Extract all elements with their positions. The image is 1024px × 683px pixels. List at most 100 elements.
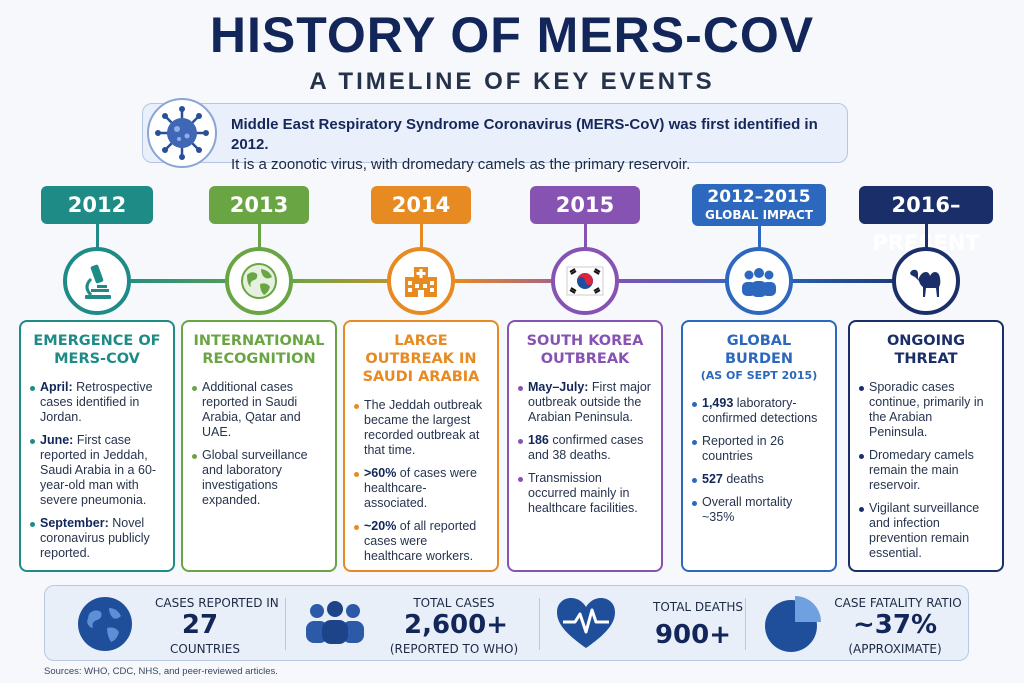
bullet-item: April: Retrospective cases identified in… — [29, 380, 165, 425]
year-label: 2016–PRESENT — [859, 186, 993, 255]
year-text: 2015 — [555, 193, 615, 217]
intro-box: Middle East Respiratory Syndrome Coronav… — [142, 98, 848, 173]
bullet-item: Additional cases reported in Saudi Arabi… — [191, 380, 327, 440]
bullet-text: Novel coronavirus publicly reported. — [40, 516, 150, 560]
bullet-lead: April: — [40, 380, 73, 394]
stat-fatality-ratio: CASE FATALITY RATIO ~37% (APPROXIMATE) — [749, 586, 969, 662]
bullet-item: Reported in 26 countries — [691, 434, 827, 464]
bullet-text: confirmed cases and 38 deaths. — [528, 433, 644, 462]
bullet-text: Retrospective cases identified in Jordan… — [40, 380, 153, 424]
bullet-item: Dromedary camels remain the main reservo… — [858, 448, 994, 493]
stat-foot: COUNTRIES — [170, 642, 240, 656]
bullet-lead: May–July: — [528, 380, 589, 394]
stat-divider — [745, 598, 746, 650]
card-title: GLOBAL BURDEN (AS OF SEPT 2015) — [691, 332, 827, 384]
stat-divider — [539, 598, 540, 650]
page-subtitle: A TIMELINE OF KEY EVENTS — [309, 68, 715, 95]
camel-icon — [892, 247, 960, 315]
bullet-text: Vigilant surveillance and infection prev… — [869, 501, 980, 560]
card-title-text: LARGE OUTBREAK IN SAUDI ARABIA — [362, 333, 480, 385]
timeline-card: EMERGENCE OF MERS-COV April: Retrospectiv… — [19, 320, 175, 572]
bullet-lead: 186 — [528, 433, 549, 447]
south-korea-flag-icon — [551, 247, 619, 315]
globe-icon — [225, 247, 293, 315]
year-label: 2015 — [530, 186, 640, 224]
card-title: ONGOING THREAT — [858, 332, 994, 368]
stat-value: ~37% — [852, 610, 938, 640]
bullet-text: First major outbreak outside the Arabian… — [528, 380, 651, 424]
bullet-text: Overall mortality ~35% — [702, 495, 793, 524]
people-group-icon — [303, 598, 367, 651]
card-title-text: EMERGENCE OF MERS-COV — [33, 333, 161, 367]
card-title-text: GLOBAL BURDEN — [724, 333, 794, 367]
timeline-line — [110, 279, 930, 283]
bullet-item: ~20% of all reported cases were healthca… — [353, 519, 489, 564]
card-bullets: 1,493 laboratory-confirmed detections Rep… — [691, 396, 827, 525]
bullet-item: The Jeddah outbreak became the largest r… — [353, 398, 489, 458]
year-label: 2013 — [209, 186, 309, 224]
bullet-item: Overall mortality ~35% — [691, 495, 827, 525]
stat-label: TOTAL DEATHS — [653, 600, 743, 614]
bullet-lead: 527 — [702, 472, 723, 486]
card-title: SOUTH KOREA OUTBREAK — [517, 332, 653, 368]
bullet-item: 186 confirmed cases and 38 deaths. — [517, 433, 653, 463]
globe-icon — [75, 594, 135, 659]
bullet-item: Transmission occurred mainly in healthca… — [517, 471, 653, 516]
year-label: 2014 — [371, 186, 471, 224]
stat-foot: (REPORTED TO WHO) — [389, 642, 519, 656]
bullet-item: Vigilant surveillance and infection prev… — [858, 501, 994, 561]
year-label: 2012–2015 GLOBAL IMPACT — [692, 184, 826, 226]
heart-pulse-icon — [555, 596, 617, 657]
bullet-item: May–July: First major outbreak outside t… — [517, 380, 653, 425]
bullet-text: of all reported cases were healthcare wo… — [364, 519, 477, 563]
stat-label: CASE FATALITY RATIO — [834, 596, 962, 610]
pie-chart-icon — [763, 594, 823, 659]
bullet-text: Dromedary camels remain the main reservo… — [869, 448, 974, 492]
card-bullets: May–July: First major outbreak outside t… — [517, 380, 653, 516]
year-text: 2013 — [229, 193, 289, 217]
microscope-icon — [63, 247, 131, 315]
people-group-icon — [725, 247, 793, 315]
card-title: LARGE OUTBREAK IN SAUDI ARABIA — [353, 332, 489, 386]
bullet-item: 527 deaths — [691, 472, 827, 487]
bullet-item: June: First case reported in Jeddah, Sau… — [29, 433, 165, 508]
timeline-stem — [257, 224, 261, 248]
stat-value: 27 — [181, 610, 219, 640]
card-title-text: SOUTH KOREA OUTBREAK — [526, 333, 644, 367]
stat-label: TOTAL CASES — [413, 596, 495, 610]
stat-total-deaths: TOTAL DEATHS 900+ — [543, 586, 743, 662]
intro-text: Middle East Respiratory Syndrome Coronav… — [231, 115, 841, 175]
bullet-text: laboratory-confirmed detections — [702, 396, 818, 425]
bullet-text: Reported in 26 countries — [702, 434, 785, 463]
timeline-stem — [757, 226, 761, 250]
timeline-card: ONGOING THREAT Sporadic cases continue, p… — [848, 320, 1004, 572]
card-bullets: The Jeddah outbreak became the largest r… — [353, 398, 489, 564]
timeline-card: INTERNATIONAL RECOGNITION Additional case… — [181, 320, 337, 572]
timeline-stem — [95, 224, 99, 248]
stat-label: CASES REPORTED IN — [155, 596, 279, 610]
page-title: HISTORY OF MERS-COV — [209, 7, 815, 63]
bullet-text: First case reported in Jeddah, Saudi Ara… — [40, 433, 157, 507]
bullet-text: Transmission occurred mainly in healthca… — [528, 471, 638, 515]
stat-divider — [285, 598, 286, 650]
year-subtext: GLOBAL IMPACT — [705, 208, 813, 222]
timeline-stem — [419, 224, 423, 248]
stat-total-cases: TOTAL CASES 2,600+ (REPORTED TO WHO) — [289, 586, 535, 662]
bullet-text: Sporadic cases continue, primarily in th… — [869, 380, 984, 439]
stat-value: 2,600+ — [403, 610, 509, 640]
timeline-card: LARGE OUTBREAK IN SAUDI ARABIA The Jeddah… — [343, 320, 499, 572]
bullet-lead: >60% — [364, 466, 397, 480]
stats-bar: CASES REPORTED IN 27 COUNTRIES TOTAL CAS… — [44, 585, 969, 661]
card-title-subtext: (AS OF SEPT 2015) — [700, 369, 818, 382]
bullet-text: deaths — [722, 472, 764, 486]
stat-countries: CASES REPORTED IN 27 COUNTRIES — [45, 586, 281, 662]
timeline-card: SOUTH KOREA OUTBREAK May–July: First majo… — [507, 320, 663, 572]
stat-foot: (APPROXIMATE) — [848, 642, 942, 656]
bullet-item: 1,493 laboratory-confirmed detections — [691, 396, 827, 426]
bullet-lead: ~20% — [364, 519, 397, 533]
year-label: 2012 — [41, 186, 153, 224]
stat-value: 900+ — [654, 620, 732, 650]
bullet-lead: June: — [40, 433, 74, 447]
card-title-text: ONGOING THREAT — [886, 333, 966, 367]
timeline-card: GLOBAL BURDEN (AS OF SEPT 2015) 1,493 labo… — [681, 320, 837, 572]
